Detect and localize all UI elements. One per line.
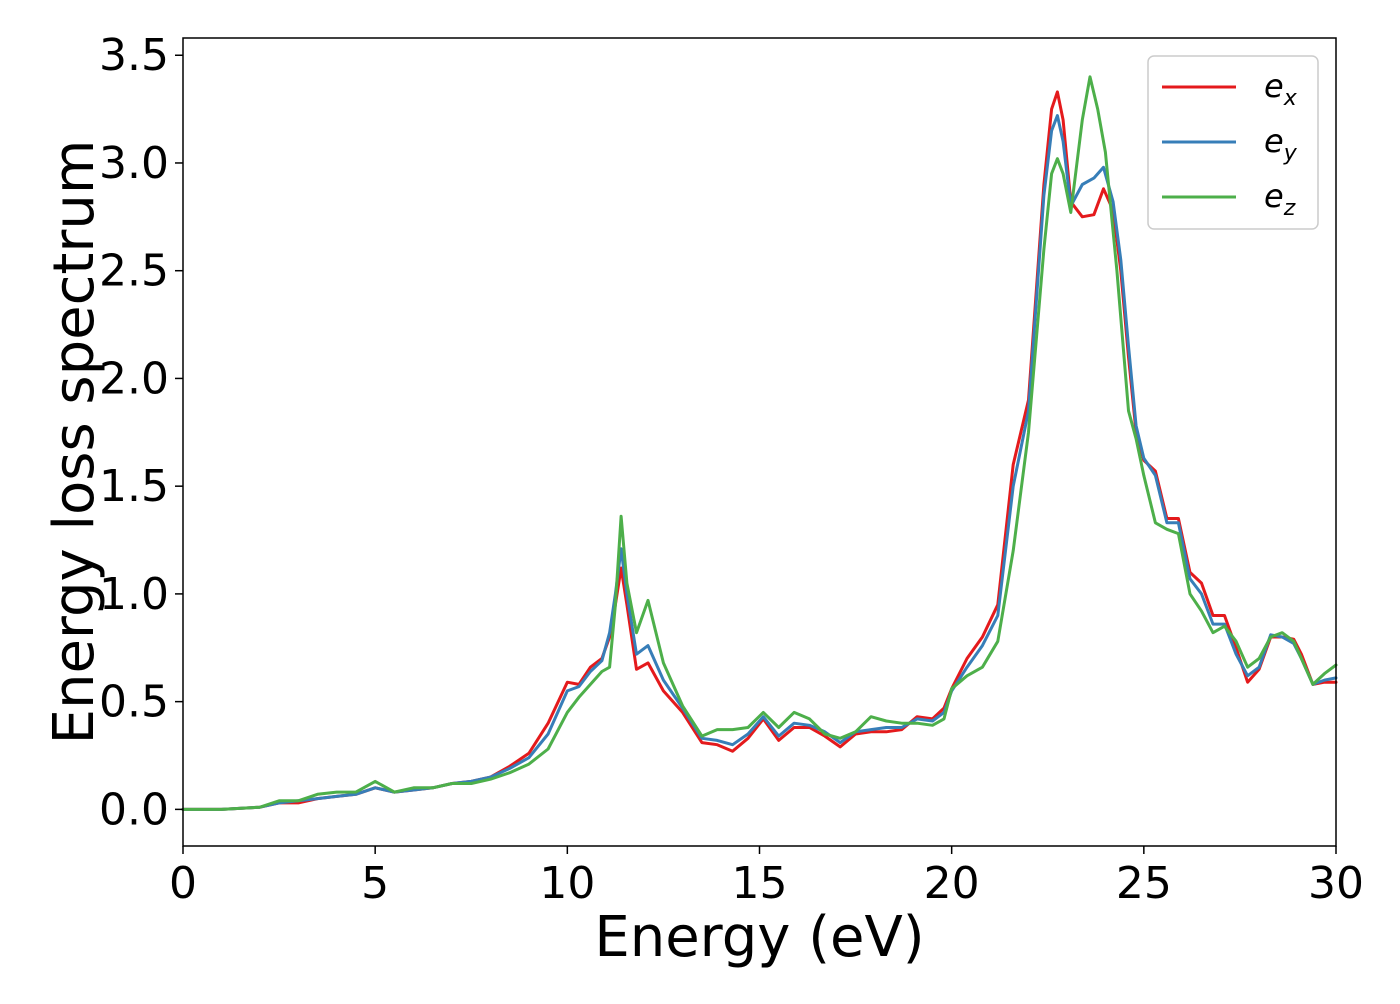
y-tick-label: 1.0: [99, 569, 169, 620]
x-axis-title: Energy (eV): [594, 905, 924, 970]
x-tick-label: 30: [1308, 858, 1364, 909]
y-axis-title: Energy loss spectrum: [42, 140, 107, 745]
legend-label-base: e: [1264, 122, 1284, 160]
y-tick-label: 1.5: [99, 461, 169, 512]
y-tick-label: 0.5: [99, 677, 169, 728]
series-layer: [181, 75, 1338, 811]
legend-label-base: e: [1264, 67, 1284, 105]
series-line-e-y: [181, 114, 1338, 811]
legend-label: ez: [1264, 177, 1296, 221]
x-tick-label: 25: [1116, 858, 1172, 909]
legend-label-subscript: x: [1283, 86, 1298, 111]
x-tick-label: 15: [732, 858, 788, 909]
y-tick-label: 3.5: [99, 30, 169, 81]
y-tick-label: 0.0: [99, 784, 169, 835]
legend-label-subscript: z: [1283, 196, 1296, 221]
legend-label-base: e: [1264, 177, 1284, 215]
legend-label-subscript: y: [1283, 141, 1298, 166]
y-tick-label: 3.0: [99, 138, 169, 189]
x-tick-label: 10: [539, 858, 595, 909]
x-tick-label: 5: [361, 858, 389, 909]
y-tick-label: 2.0: [99, 353, 169, 404]
series-line-e-z: [181, 75, 1338, 811]
x-tick-label: 20: [924, 858, 980, 909]
y-axis-ticks: 0.0 0.5 1.0 1.5 2.0 2.5 3.0 3.5: [99, 30, 183, 835]
x-tick-label: 0: [169, 858, 197, 909]
legend-label: ex: [1264, 67, 1298, 111]
y-tick-label: 2.5: [99, 246, 169, 297]
legend-label: ey: [1264, 122, 1298, 166]
x-axis-ticks: 0 5 10 15 20 25 30: [169, 846, 1364, 909]
